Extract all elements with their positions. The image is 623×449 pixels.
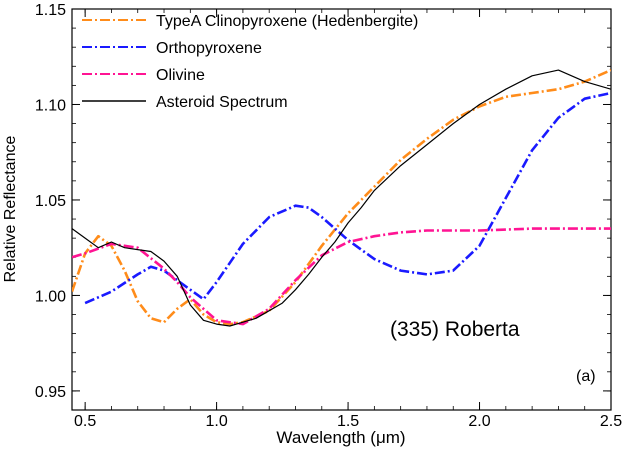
legend: TypeA Clinopyroxene (Hedenbergite) Orthop… <box>82 13 418 111</box>
y-tick-label: 1.15 <box>35 2 66 19</box>
object-label: (335) Roberta <box>390 318 520 341</box>
series-line-olivine <box>72 227 611 326</box>
x-tick-label: 2.0 <box>468 413 490 430</box>
x-axis: 0.5 1.0 1.5 2.0 2.5 <box>74 9 622 430</box>
plot-area <box>71 8 612 411</box>
series-line-asteroid-spectrum <box>72 69 611 327</box>
y-axis-label: Relative Reflectance <box>2 136 19 283</box>
y-tick-label: 1.10 <box>35 97 66 114</box>
y-tick-label: 0.95 <box>35 384 66 401</box>
series-line-orthopyroxene <box>84 91 611 305</box>
y-tick-label: 1.00 <box>35 288 66 305</box>
x-tick-label: 1.5 <box>337 413 359 430</box>
legend-label: Asteroid Spectrum <box>156 94 288 111</box>
x-tick-label: 1.0 <box>205 413 227 430</box>
legend-label: Olivine <box>156 67 205 84</box>
x-tick-label: 2.5 <box>600 413 622 430</box>
y-tick-label: 1.05 <box>35 193 66 210</box>
series-layer <box>72 68 611 327</box>
panel-label: (a) <box>576 368 596 385</box>
x-axis-label: Wavelength (μm) <box>276 428 405 447</box>
x-tick-label: 0.5 <box>74 413 96 430</box>
y-axis: 0.95 1.00 1.05 1.10 1.15 <box>35 2 611 401</box>
legend-label: Orthopyroxene <box>156 40 262 57</box>
legend-label: TypeA Clinopyroxene (Hedenbergite) <box>156 13 418 30</box>
